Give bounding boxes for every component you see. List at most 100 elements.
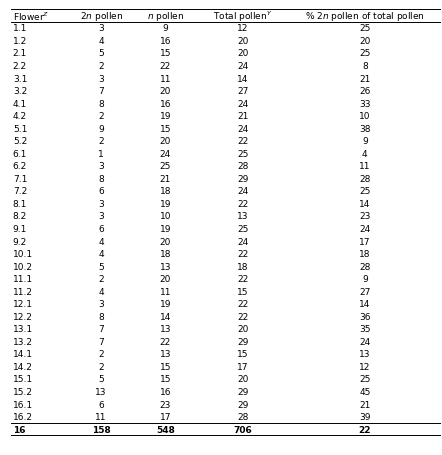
Text: 13.2: 13.2 [13, 337, 33, 346]
Text: 15: 15 [160, 49, 171, 58]
Text: 14: 14 [160, 312, 171, 321]
Text: 29: 29 [237, 399, 248, 409]
Text: 21: 21 [160, 174, 171, 183]
Text: % 2$n$ pollen of total pollen: % 2$n$ pollen of total pollen [305, 10, 425, 23]
Text: 23: 23 [160, 399, 171, 409]
Text: 14.2: 14.2 [13, 362, 33, 371]
Text: 15.1: 15.1 [13, 374, 33, 384]
Text: 15: 15 [237, 349, 248, 359]
Text: 25: 25 [359, 24, 370, 33]
Text: 11: 11 [95, 412, 107, 421]
Text: 158: 158 [91, 425, 110, 434]
Text: 3: 3 [98, 212, 104, 221]
Text: 6: 6 [98, 399, 104, 409]
Text: 18: 18 [359, 249, 370, 258]
Text: 25: 25 [237, 224, 248, 233]
Text: 21: 21 [359, 399, 370, 409]
Text: 20: 20 [160, 87, 171, 96]
Text: 6.2: 6.2 [13, 162, 27, 171]
Text: 9: 9 [362, 137, 368, 146]
Text: 16: 16 [13, 425, 25, 434]
Text: 24: 24 [237, 62, 248, 71]
Text: 7: 7 [98, 324, 104, 334]
Text: 20: 20 [237, 374, 248, 384]
Text: 20: 20 [237, 324, 248, 334]
Text: 13: 13 [95, 387, 107, 396]
Text: 4.2: 4.2 [13, 112, 27, 121]
Text: 14.1: 14.1 [13, 349, 33, 359]
Text: 22: 22 [160, 337, 171, 346]
Text: 9: 9 [98, 124, 104, 133]
Text: 16.2: 16.2 [13, 412, 33, 421]
Text: 10: 10 [359, 112, 370, 121]
Text: 20: 20 [237, 49, 248, 58]
Text: 24: 24 [237, 187, 248, 196]
Text: 3: 3 [98, 299, 104, 308]
Text: 7.2: 7.2 [13, 187, 27, 196]
Text: 13.1: 13.1 [13, 324, 33, 334]
Text: 4: 4 [98, 37, 104, 46]
Text: 4: 4 [362, 149, 368, 158]
Text: Total pollen$^{Y}$: Total pollen$^{Y}$ [213, 9, 272, 24]
Text: 548: 548 [156, 425, 175, 434]
Text: 19: 19 [160, 224, 171, 233]
Text: 25: 25 [359, 187, 370, 196]
Text: 16.1: 16.1 [13, 399, 33, 409]
Text: 19: 19 [160, 299, 171, 308]
Text: 16: 16 [160, 37, 171, 46]
Text: 24: 24 [359, 337, 370, 346]
Text: 5: 5 [98, 49, 104, 58]
Text: 11.1: 11.1 [13, 274, 33, 283]
Text: 25: 25 [359, 374, 370, 384]
Text: 15: 15 [237, 287, 248, 296]
Text: 22: 22 [237, 249, 248, 258]
Text: 9: 9 [163, 24, 168, 33]
Text: 27: 27 [359, 287, 370, 296]
Text: 3: 3 [98, 199, 104, 208]
Text: 7.1: 7.1 [13, 174, 27, 183]
Text: 5.2: 5.2 [13, 137, 27, 146]
Text: 22: 22 [160, 62, 171, 71]
Text: 3.1: 3.1 [13, 74, 27, 83]
Text: 16: 16 [160, 387, 171, 396]
Text: 18: 18 [237, 262, 248, 271]
Text: 1.1: 1.1 [13, 24, 27, 33]
Text: 22: 22 [237, 199, 248, 208]
Text: 21: 21 [237, 112, 248, 121]
Text: 25: 25 [237, 149, 248, 158]
Text: 2: 2 [98, 274, 104, 283]
Text: 2: 2 [98, 362, 104, 371]
Text: 38: 38 [359, 124, 370, 133]
Text: 21: 21 [359, 74, 370, 83]
Text: 2: 2 [98, 112, 104, 121]
Text: 45: 45 [359, 387, 370, 396]
Text: 4: 4 [98, 287, 104, 296]
Text: 13: 13 [237, 212, 248, 221]
Text: 7: 7 [98, 87, 104, 96]
Text: 15.2: 15.2 [13, 387, 33, 396]
Text: 12: 12 [237, 24, 248, 33]
Text: 29: 29 [237, 337, 248, 346]
Text: 8: 8 [98, 174, 104, 183]
Text: 12: 12 [359, 362, 370, 371]
Text: 22: 22 [237, 274, 248, 283]
Text: 29: 29 [237, 387, 248, 396]
Text: 5: 5 [98, 262, 104, 271]
Text: 14: 14 [359, 199, 370, 208]
Text: 3.2: 3.2 [13, 87, 27, 96]
Text: 15: 15 [160, 374, 171, 384]
Text: 33: 33 [359, 99, 370, 108]
Text: 7: 7 [98, 337, 104, 346]
Text: 14: 14 [359, 299, 370, 308]
Text: 28: 28 [237, 412, 248, 421]
Text: 1.2: 1.2 [13, 37, 27, 46]
Text: 24: 24 [237, 99, 248, 108]
Text: 39: 39 [359, 412, 370, 421]
Text: 12.2: 12.2 [13, 312, 33, 321]
Text: 19: 19 [160, 112, 171, 121]
Text: 5: 5 [98, 374, 104, 384]
Text: 706: 706 [233, 425, 252, 434]
Text: 4: 4 [98, 237, 104, 246]
Text: 13: 13 [160, 349, 171, 359]
Text: 4: 4 [98, 249, 104, 258]
